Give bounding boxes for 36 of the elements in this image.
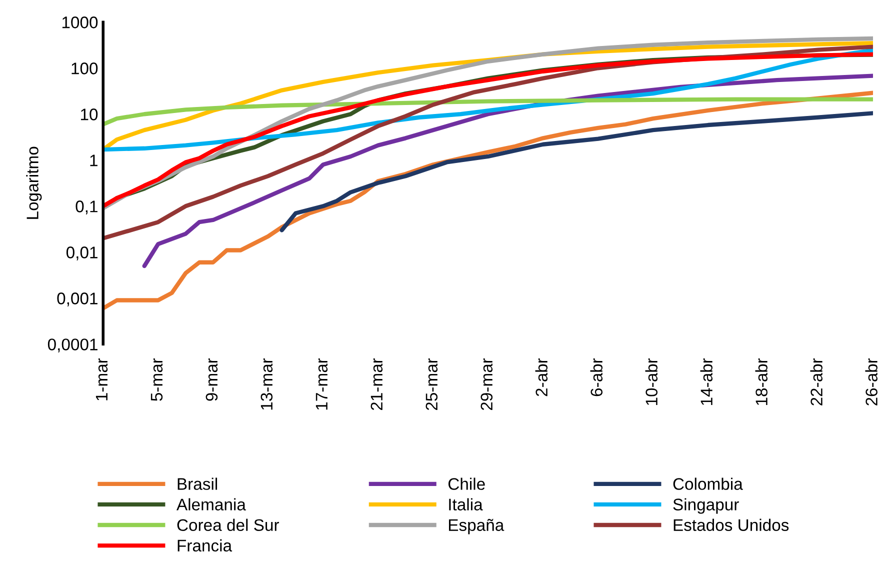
- x-tick-label: 1-mar: [96, 358, 108, 400]
- legend-label: Corea del Sur: [177, 518, 280, 532]
- x-tick-label: 10-abr: [645, 358, 658, 405]
- legend-label: Singapur: [673, 498, 739, 514]
- x-tick-label: 25-mar: [426, 358, 438, 410]
- x-tick-label: 21-mar: [370, 358, 383, 410]
- legend-label: España: [448, 518, 504, 534]
- x-tick-label: 6-abr: [590, 358, 603, 396]
- y-tick-label: 0,0001: [48, 338, 98, 352]
- y-axis-title: Logaritmo: [26, 146, 42, 219]
- x-tick-label: 2-abr: [535, 358, 548, 396]
- y-tick-label: 1: [90, 154, 98, 166]
- legend-label: Colombia: [673, 478, 743, 490]
- legend-label: Brasil: [178, 478, 218, 490]
- y-tick-label: 10: [80, 108, 98, 120]
- legend-label: Italia: [449, 498, 483, 510]
- x-tick-label: 18-abr: [755, 358, 768, 405]
- y-tick-label: 1000: [62, 16, 98, 28]
- y-tick-label: 100: [72, 62, 98, 74]
- legend-label: Francia: [178, 539, 232, 552]
- x-tick-label: 5-mar: [150, 358, 163, 401]
- legend-label: Alemania: [176, 498, 246, 510]
- x-tick-label: 22-abr: [810, 358, 822, 406]
- y-tick-label: 0,01: [66, 246, 98, 260]
- x-tick-label: 13-mar: [260, 358, 273, 410]
- x-tick-label: 17-mar: [316, 358, 328, 410]
- y-tick-label: 0,001: [57, 292, 98, 306]
- legend-label: Estados Unidos: [674, 518, 789, 532]
- x-tick-label: 29-mar: [480, 358, 493, 410]
- x-tick-label: 26-abr: [865, 358, 878, 406]
- line-series: [103, 97, 873, 126]
- x-tick-label: 9-mar: [206, 358, 218, 401]
- x-tick-label: 14-abr: [700, 358, 712, 405]
- y-tick-label: 0,1: [76, 200, 98, 214]
- legend-label: Chile: [448, 478, 485, 490]
- line-series: [280, 111, 873, 232]
